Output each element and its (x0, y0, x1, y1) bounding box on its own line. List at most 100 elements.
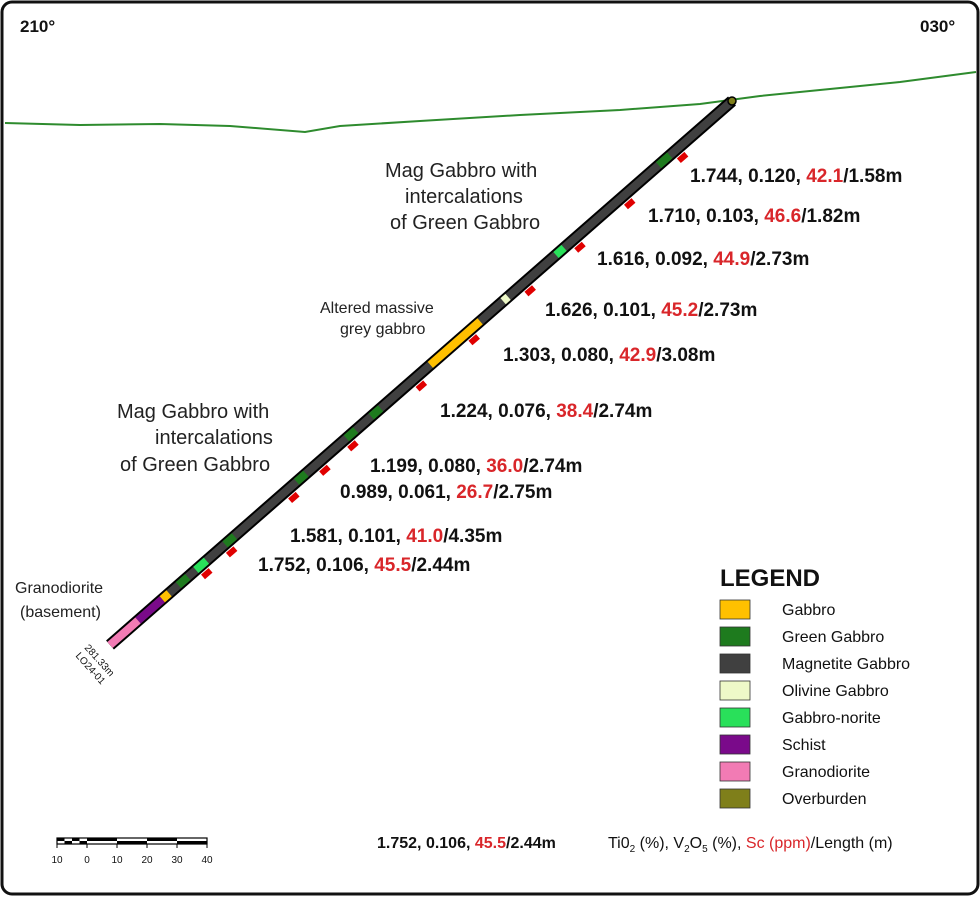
intercept-sep: , (551, 345, 562, 366)
intercept-sep: , (593, 300, 604, 321)
intercept-length: 3.08m (661, 345, 715, 366)
assay-marker (623, 198, 636, 210)
key-desc-unit: (%), (635, 835, 673, 852)
key-desc-unit: (%), (708, 835, 746, 852)
rock-label-line: intercalations (155, 427, 273, 449)
rock-label-line: of Green Gabbro (390, 212, 540, 234)
intercept-slash: / (411, 555, 417, 576)
scale-bar-fill (64, 841, 72, 844)
intercept-sep: , (651, 300, 662, 321)
intercept-length: 4.35m (448, 526, 502, 547)
intercept-sep: , (388, 482, 399, 503)
intercept-slash: / (593, 401, 599, 422)
scale-tick-label: 40 (201, 855, 213, 866)
legend-swatch (719, 653, 751, 674)
intercept-v: 0.061 (398, 482, 446, 503)
key-desc-o: O (690, 835, 702, 852)
key-desc-ti: Ti0 (608, 835, 630, 852)
lithology-segment-gabbro-norite (193, 557, 210, 573)
intercept-ti: 1.744 (690, 166, 738, 187)
intercept-sep: , (696, 206, 707, 227)
intercept-label: 1.224, 0.076, 38.4/2.74m (440, 401, 652, 422)
intercept-slash: / (523, 456, 529, 477)
intercept-length: 2.44m (416, 555, 470, 576)
rock-label-line: of Green Gabbro (120, 454, 270, 476)
intercept-sc: 26.7 (456, 482, 493, 503)
key-desc-sc: Sc (ppm) (746, 835, 811, 852)
intercept-v: 0.101 (348, 526, 396, 547)
scale-bar-fill (177, 841, 207, 844)
intercept-slash: / (493, 482, 499, 503)
intercept-sep: , (796, 166, 807, 187)
intercept-sc: 44.9 (713, 249, 750, 270)
drill-hole-trace (106, 96, 737, 650)
lithology-segment-green-gabbro (222, 533, 238, 548)
intercept-ti: 1.626 (545, 300, 593, 321)
rock-label-line: grey gabbro (340, 321, 425, 338)
magnetite-gabbro-segment (107, 97, 735, 649)
key-example: 1.752, 0.106, 45.5/2.44m (377, 835, 556, 852)
intercept-sc: 42.1 (806, 166, 843, 187)
rock-label-granodiorite: Granodiorite (basement) (15, 580, 103, 621)
key-sc: 45.5 (475, 835, 506, 852)
key-len: 2.44m (510, 835, 555, 852)
legend-item: Overburden (719, 788, 867, 809)
intercept-v: 0.103 (706, 206, 754, 227)
assay-marker (415, 380, 428, 392)
rock-label-line: (basement) (20, 604, 101, 621)
assay-marker (574, 241, 586, 253)
assay-marker (225, 546, 238, 558)
legend-item: Gabbro (719, 599, 835, 620)
key-ti: 1.752 (377, 835, 417, 852)
legend-item: Olivine Gabbro (719, 680, 889, 701)
intercept-sep: , (738, 166, 749, 187)
intercept-label: 1.752, 0.106, 45.5/2.44m (258, 555, 470, 576)
legend-label: Gabbro-norite (782, 710, 881, 727)
scale-tick-label: 10 (111, 855, 123, 866)
lithology-segment-gabbro-norite (553, 244, 567, 258)
legend-swatch (719, 761, 751, 782)
scale-tick-label: 30 (171, 855, 183, 866)
legend-item: Gabbro-norite (719, 707, 881, 728)
intercept-ti: 1.224 (440, 401, 488, 422)
intercept-sep: , (306, 555, 317, 576)
intercept-length: 1.82m (806, 206, 860, 227)
scale-tick-label: 10 (51, 855, 63, 866)
key-sep: , (417, 835, 426, 852)
lithology-segment-green-gabbro (368, 405, 384, 420)
scale-bar-fill (79, 841, 87, 844)
intercept-label: 1.626, 0.101, 45.2/2.73m (545, 300, 757, 321)
assay-marker (468, 334, 480, 346)
orientation-right: 030° (920, 17, 955, 36)
intercept-sep: , (546, 401, 557, 422)
intercept-sep: , (703, 249, 714, 270)
intercept-sep: , (364, 555, 375, 576)
lithology-segment-granodiorite (107, 617, 141, 649)
lithology-segment-olivine-gabbro (500, 293, 511, 305)
intercept-length: 2.73m (755, 249, 809, 270)
rock-label-line: Granodiorite (15, 580, 103, 597)
lithology-segment-schist (135, 596, 165, 624)
intercept-label: 0.989, 0.061, 26.7/2.75m (340, 482, 552, 503)
legend-label: Gabbro (782, 602, 835, 619)
intercept-sc: 46.6 (764, 206, 801, 227)
scale-bar-fill (72, 838, 80, 841)
intercept-sep: , (338, 526, 349, 547)
legend-swatch (719, 734, 751, 755)
intercept-v: 0.076 (498, 401, 546, 422)
intercept-ti: 1.199 (370, 456, 418, 477)
assay-marker (676, 151, 689, 164)
intercept-length: 2.74m (528, 456, 582, 477)
key-desc-sub: 5 (702, 844, 708, 855)
scale-bar-fill (87, 838, 117, 841)
assay-marker (347, 440, 359, 452)
rock-label-mag-gabbro-upper: Mag Gabbro with intercalations of Green … (385, 160, 540, 234)
lithology-segment-green-gabbro (293, 470, 309, 485)
intercept-v: 0.080 (561, 345, 609, 366)
orientation-left: 210° (20, 17, 55, 36)
intercept-label: 1.744, 0.120, 42.1/1.58m (690, 166, 902, 187)
